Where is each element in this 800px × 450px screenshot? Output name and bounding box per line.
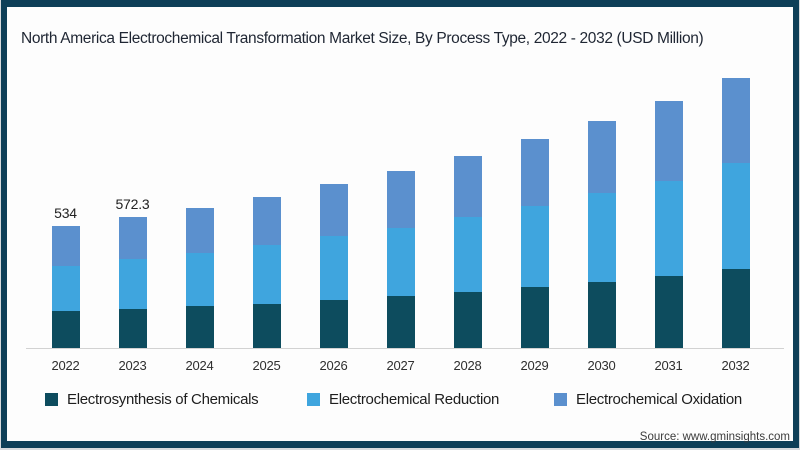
legend-swatch-oxidation xyxy=(554,393,567,406)
bar-segment xyxy=(520,205,549,287)
bar-segment xyxy=(520,286,549,348)
bar-segment xyxy=(520,138,549,206)
x-axis-tick-label: 2030 xyxy=(587,358,616,373)
bar-segment xyxy=(185,253,214,306)
bar-segment xyxy=(51,310,80,348)
x-axis-line xyxy=(26,348,784,349)
bar-segment xyxy=(319,236,348,300)
legend-item-electrosynthesis: Electrosynthesis of Chemicals xyxy=(45,391,259,408)
bar-segment xyxy=(386,295,415,348)
source-attribution: Source: www.gminsights.com xyxy=(639,431,790,443)
bar-segment xyxy=(587,120,616,193)
x-axis-tick-label: 2027 xyxy=(386,358,415,373)
x-axis-tick-label: 2024 xyxy=(185,358,214,373)
x-axis-tick-label: 2029 xyxy=(520,358,549,373)
legend-swatch-reduction xyxy=(307,393,320,406)
bar-segment xyxy=(319,300,348,348)
legend-label: Electrochemical Reduction xyxy=(329,391,500,408)
bar-segment xyxy=(721,268,750,348)
bar-segment xyxy=(51,265,80,311)
bar-segment xyxy=(386,227,415,296)
bar-segment xyxy=(453,292,482,348)
bar-segment xyxy=(453,217,482,292)
bar-segment xyxy=(252,303,281,348)
bar-segment xyxy=(252,196,281,246)
legend-swatch-electrosynthesis xyxy=(45,393,58,406)
bar-segment xyxy=(654,276,683,348)
bar-segment xyxy=(721,162,750,269)
bar-segment xyxy=(654,180,683,276)
bar-segment xyxy=(185,208,214,254)
bar-segment xyxy=(252,245,281,304)
legend-item-oxidation: Electrochemical Oxidation xyxy=(554,391,742,408)
bar-segment xyxy=(118,308,147,348)
bar-segment xyxy=(319,183,348,237)
bar-segment xyxy=(185,305,214,348)
x-axis-tick-label: 2028 xyxy=(453,358,482,373)
x-axis-tick-label: 2026 xyxy=(319,358,348,373)
bar-segment xyxy=(118,217,147,260)
bar-value-label: 534 xyxy=(54,204,77,221)
bar-segment xyxy=(587,192,616,282)
bar-segment xyxy=(51,225,80,266)
bar-segment xyxy=(721,77,750,163)
bar-segment xyxy=(453,155,482,218)
x-axis-tick-label: 2032 xyxy=(721,358,750,373)
bar-segment xyxy=(654,100,683,181)
legend-item-reduction: Electrochemical Reduction xyxy=(307,391,499,408)
x-axis-tick-label: 2023 xyxy=(118,358,147,373)
x-axis-tick-label: 2031 xyxy=(654,358,683,373)
legend-label: Electrosynthesis of Chemicals xyxy=(67,391,259,408)
legend-label: Electrochemical Oxidation xyxy=(576,391,742,408)
stacked-bar-chart: 2022 2023 2024 2025 2026 2027 2028 2029 2030 2031… xyxy=(26,77,784,373)
bar-segment xyxy=(386,170,415,228)
bar-value-label: 572.3 xyxy=(115,196,150,213)
x-axis-tick-label: 2025 xyxy=(252,358,281,373)
x-axis-tick-label: 2022 xyxy=(51,358,80,373)
bar-segment xyxy=(118,259,147,309)
chart-title: North America Electrochemical Transforma… xyxy=(21,30,704,47)
bar-segment xyxy=(587,281,616,348)
